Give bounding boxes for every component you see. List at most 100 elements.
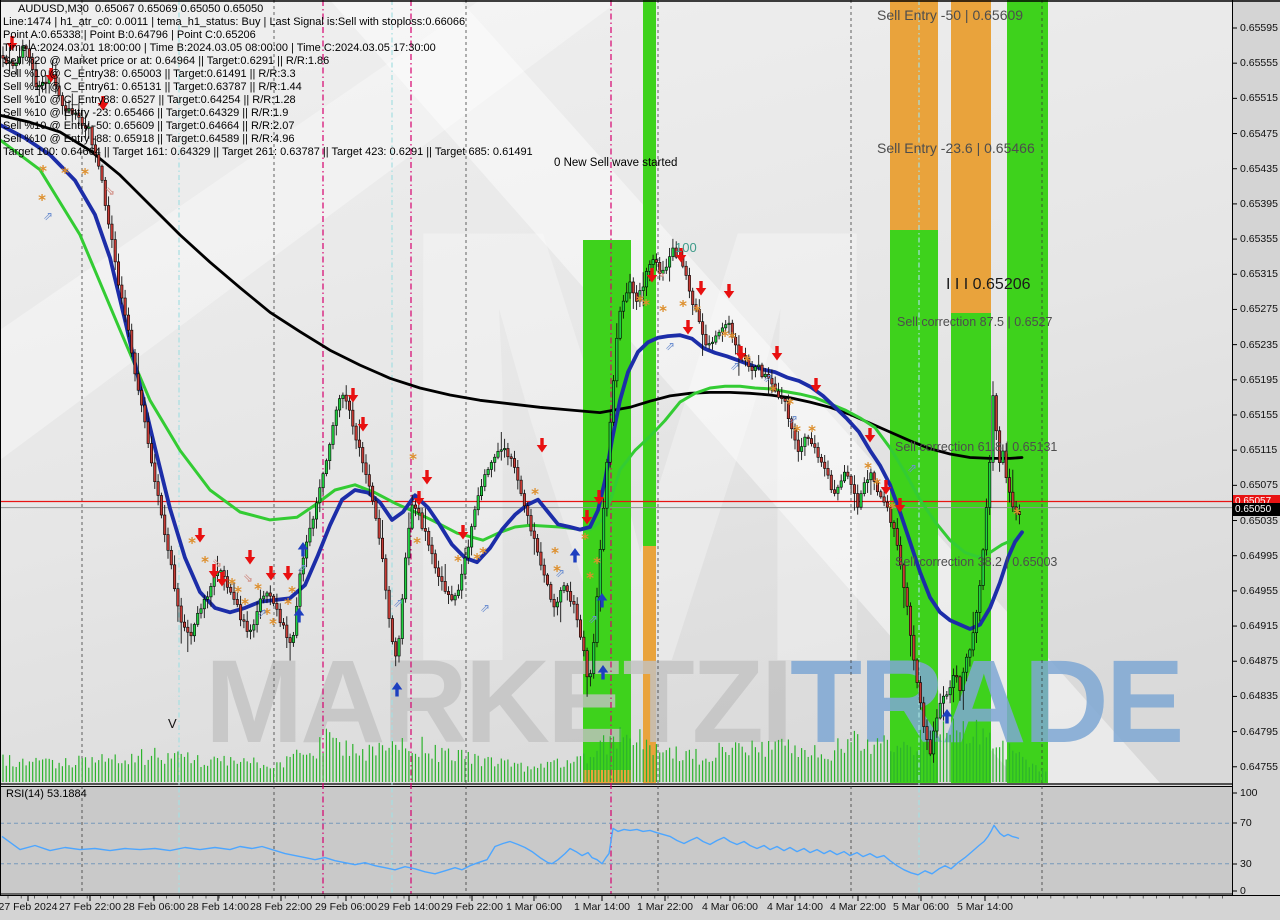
entry-star-icon: * [581,530,589,548]
info-line: Target 100: 0.64664 || Target 161: 0.643… [3,146,533,158]
entry-star-icon: * [636,292,644,310]
price-axis-label: 0.64795 [1240,725,1278,738]
annotation-label: I I I 0.65206 [946,276,1031,293]
annotation-label: 100 [675,240,697,255]
time-axis-label: 29 Feb 14:00 [378,901,440,913]
entry-star-icon: * [888,499,896,517]
info-line: Sell %10 @ C_Entry38: 0.65003 || Target:… [3,68,296,80]
time-axis-label: 29 Feb 06:00 [315,901,377,913]
time-axis-label: 1 Mar 06:00 [505,901,563,913]
annotation-label: Sell correction 38.2 | 0.65003 [895,555,1058,569]
entry-star-icon: * [409,450,417,468]
annotation-label: Sell Entry -23.6 | 0.65466 [877,140,1035,156]
price-axis-label: 0.65035 [1240,514,1278,527]
price-axis-label: 0.64915 [1240,620,1278,633]
entry-star-icon: * [241,595,249,613]
entry-star-icon: * [81,165,89,183]
price-axis-label: 0.64955 [1240,584,1278,597]
entry-star-icon: * [39,162,47,180]
hollow-down-arrow-icon: ⇘ [105,184,115,198]
hollow-up-arrow-icon: ⇗ [297,561,307,575]
entry-star-icon: * [288,583,296,601]
info-line: Sell %10 @ Entry -23: 0.65466 || Target:… [3,107,289,119]
entry-star-icon: * [793,422,801,440]
price-axis-label: 0.64835 [1240,690,1278,703]
annotation-label: V [168,716,177,731]
entry-star-icon: * [728,329,736,347]
price-axis-label: 0.64875 [1240,655,1278,668]
hollow-up-arrow-icon: ⇗ [555,566,565,580]
hollow-down-arrow-icon: ⇘ [655,266,665,280]
entry-star-icon: * [808,422,816,440]
entry-star-icon: * [38,191,46,209]
volume-bars [2,718,1047,782]
time-axis-label: 4 Mar 06:00 [701,901,759,913]
price-axis-label: 0.65475 [1240,127,1278,140]
signal-bands [583,0,1048,783]
time-axis-label: 1 Mar 22:00 [636,901,694,913]
time-axis-label: 28 Feb 22:00 [250,901,312,913]
rsi-pane [0,783,1232,894]
price-axis-label: 0.65115 [1240,444,1278,457]
rsi-axis-label: 70 [1240,817,1252,829]
entry-star-icon: * [201,553,209,571]
entry-star-icon: * [61,164,69,182]
time-axis-label: 27 Feb 22:00 [59,901,121,913]
rsi-axis-label: 30 [1240,858,1252,870]
info-line: Sell %10 @ C_Entry61: 0.65131 || Target:… [3,81,302,93]
price-axis-label: 0.64995 [1240,549,1278,562]
hollow-up-arrow-icon: ⇗ [257,606,267,620]
brand-watermark: MARKETZI TRADE [205,636,1184,768]
price-axis-label: 0.65155 [1240,408,1278,421]
entry-star-icon: * [721,327,729,345]
price-axis-label: 0.65235 [1240,338,1278,351]
rsi-levels [0,822,1232,865]
hollow-up-arrow-icon: ⇗ [393,596,403,610]
time-axis-label: 1 Mar 14:00 [573,901,631,913]
ma-green-line [0,138,1024,559]
price-axis-label: 0.65515 [1240,92,1278,105]
hollow-up-arrow-icon: ⇗ [788,412,798,426]
entry-star-icon: * [642,296,650,314]
hollow-down-arrow-icon: ⇘ [212,556,222,570]
entry-star-icon: * [254,580,262,598]
price-axis-label: 0.65395 [1240,197,1278,210]
entry-star-icon: * [269,615,277,633]
info-line: Sell %10 @ Entry -50: 0.65609 || Target:… [3,120,295,132]
time-axis-label: 4 Mar 22:00 [829,901,887,913]
price-lines [0,500,1232,509]
price-axis-label: 0.65555 [1240,57,1278,70]
price-axis-label: 0.65355 [1240,233,1278,246]
hollow-up-arrow-icon: ⇗ [588,612,598,626]
entry-star-icon: * [873,475,881,493]
info-line: Sell %10 @ C_Entry88: 0.6527 || Target:0… [3,94,296,106]
hollow-up-arrow-icon: ⇗ [763,371,773,385]
info-line: Line:1474 | h1_atr_c0: 0.0011 | tema_h1_… [3,16,466,28]
signal-markers: * * *************** ********** * * ** ***** ****… [6,36,1021,724]
entry-star-icon: * [413,534,421,552]
hollow-up-arrow-icon: ⇗ [907,461,917,475]
entry-star-icon: * [284,595,292,613]
symbol-title: AUDUSD,M30 0.65067 0.65069 0.65050 0.650… [18,3,264,15]
time-axis-label: 28 Feb 14:00 [187,901,249,913]
annotation-label: Sell Entry -50 | 0.65609 [877,7,1024,23]
entry-star-icon: * [188,534,196,552]
price-axis-label: 0.65075 [1240,479,1278,492]
time-axis-label: 28 Feb 06:00 [123,901,185,913]
ma-blue-line [0,123,1024,631]
entry-star-icon: * [593,554,601,572]
info-line: Point A:0.65338 | Point B:0.64796 | Poin… [3,29,256,41]
entry-star-icon: * [864,459,872,477]
entry-star-icon: * [454,552,462,570]
entry-star-icon: * [743,352,751,370]
info-line: Time A:2024.03.01 18:00:00 | Time B:2024… [3,42,436,54]
price-axis-label: 0.65275 [1240,303,1278,316]
hollow-up-arrow-icon: ⇗ [665,339,675,353]
hollow-down-arrow-icon: ⇘ [243,571,253,585]
hollow-up-arrow-icon: ⇗ [730,359,740,373]
entry-star-icon: * [769,382,777,400]
annotation-label: Sell correction 87.5 | 0.6527 [897,315,1053,329]
entry-star-icon: * [531,485,539,503]
